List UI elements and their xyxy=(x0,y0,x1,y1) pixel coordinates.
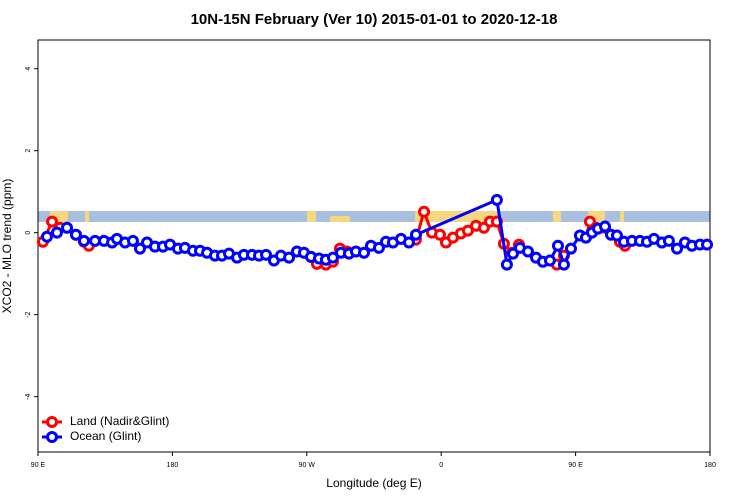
point xyxy=(402,236,415,249)
point xyxy=(564,242,577,255)
x-tick-label: 180 xyxy=(167,462,179,469)
land-mask-band xyxy=(38,211,710,222)
point xyxy=(701,238,714,251)
point xyxy=(490,193,503,206)
legend-label: Land (Nadir&Glint) xyxy=(70,414,169,428)
point xyxy=(599,220,612,233)
x-tick-label: 90 W xyxy=(299,462,316,469)
point xyxy=(557,258,570,271)
point xyxy=(409,228,422,241)
point xyxy=(461,224,474,237)
point xyxy=(418,205,431,218)
y-tick-label: -4 xyxy=(25,393,32,399)
x-tick-label: 90 E xyxy=(31,462,46,469)
chart-title: 10N-15N February (Ver 10) 2015-01-01 to … xyxy=(191,11,558,28)
point xyxy=(60,221,73,234)
point xyxy=(50,226,63,239)
x-tick-label: 180 xyxy=(704,462,716,469)
point xyxy=(670,242,683,255)
x-axis-label: Longitude (deg E) xyxy=(326,476,421,490)
y-axis-label: XCO2 - MLO trend (ppm) xyxy=(0,179,14,314)
point xyxy=(543,254,556,267)
x-tick-label: 90 E xyxy=(568,462,583,469)
y-tick-label: -2 xyxy=(25,311,32,317)
y-tick-label: 0 xyxy=(25,231,32,235)
point xyxy=(77,234,90,247)
point xyxy=(521,245,534,258)
point xyxy=(434,228,447,241)
point xyxy=(610,229,623,242)
point xyxy=(40,230,53,243)
point xyxy=(46,215,59,228)
y-tick-label: 4 xyxy=(25,67,32,71)
point xyxy=(500,258,513,271)
point xyxy=(326,251,339,264)
legend-marker xyxy=(46,431,58,443)
point xyxy=(357,246,370,259)
point xyxy=(126,234,139,247)
point xyxy=(372,241,385,254)
point xyxy=(283,251,296,264)
legend-marker xyxy=(46,416,58,428)
point xyxy=(133,242,146,255)
y-tick-label: 2 xyxy=(25,149,32,153)
point xyxy=(69,228,82,241)
x-tick-label: 0 xyxy=(439,462,443,469)
point xyxy=(551,239,564,252)
point xyxy=(260,248,273,261)
legend-label: Ocean (Glint) xyxy=(70,429,141,443)
point xyxy=(662,234,675,247)
